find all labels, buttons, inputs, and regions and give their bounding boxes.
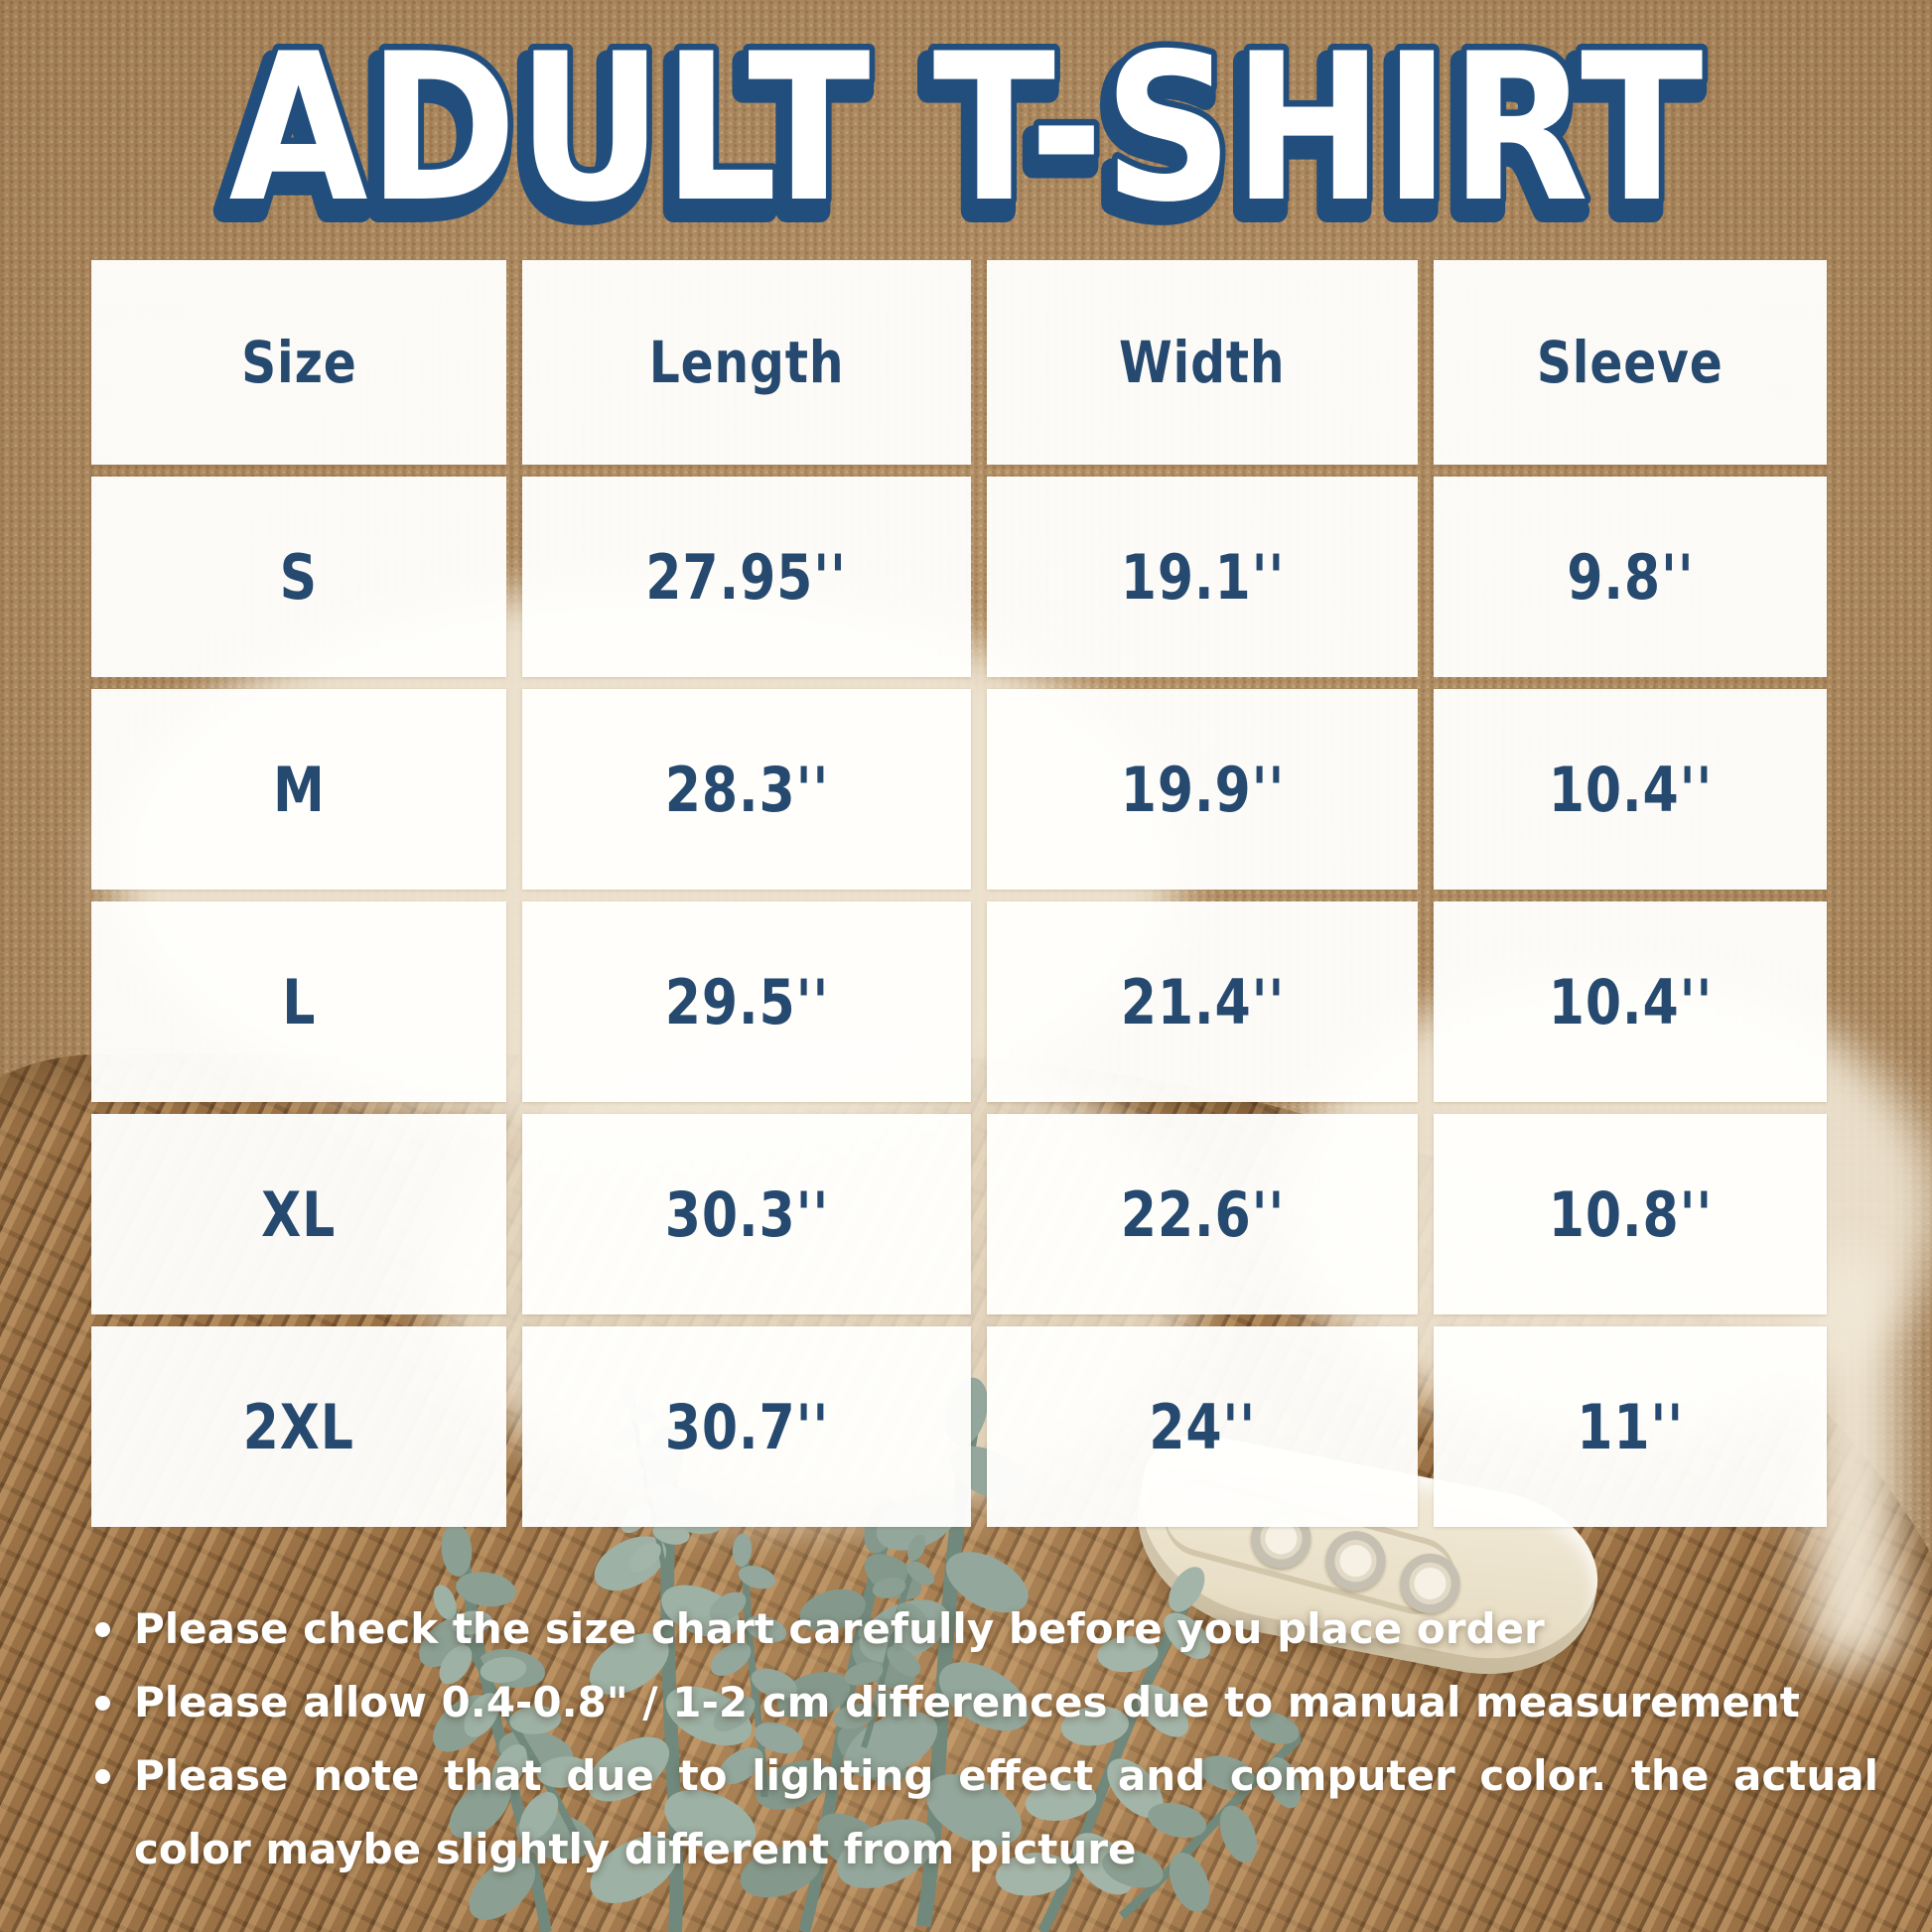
column-header-length: Length	[522, 260, 971, 465]
size-chart-table: Size Length Width Sleeve S 27.95'' 19.1'…	[91, 260, 1827, 1527]
cell-2xl-length: 30.7''	[522, 1326, 971, 1527]
note-item: Please note that due to lighting effect …	[95, 1739, 1878, 1886]
notes-list: Please check the size chart carefully be…	[95, 1592, 1878, 1886]
note-item: Please allow 0.4-0.8" / 1-2 cm differenc…	[95, 1666, 1878, 1739]
bullet-icon	[95, 1622, 110, 1637]
cell-xl-length: 30.3''	[522, 1114, 971, 1314]
cell-s-sleeve: 9.8''	[1434, 477, 1827, 677]
title-shadow-text: ADULT T-SHIRT	[223, 28, 1698, 241]
note-item: Please check the size chart carefully be…	[95, 1592, 1878, 1666]
cell-xl-size: XL	[91, 1114, 506, 1314]
title-text: ADULT T-SHIRT	[229, 28, 1704, 241]
bullet-icon	[95, 1696, 110, 1711]
poster-title: ADULT T-SHIRT ADULT T-SHIRT	[211, 28, 1711, 241]
cell-m-length: 28.3''	[522, 689, 971, 890]
cell-xl-sleeve: 10.8''	[1434, 1114, 1827, 1314]
cell-xl-width: 22.6''	[987, 1114, 1418, 1314]
cell-l-length: 29.5''	[522, 901, 971, 1102]
cell-m-width: 19.9''	[987, 689, 1418, 890]
cell-2xl-sleeve: 11''	[1434, 1326, 1827, 1527]
cell-2xl-width: 24''	[987, 1326, 1418, 1527]
cell-l-sleeve: 10.4''	[1434, 901, 1827, 1102]
column-header-sleeve: Sleeve	[1434, 260, 1827, 465]
cell-s-size: S	[91, 477, 506, 677]
cell-s-width: 19.1''	[987, 477, 1418, 677]
bullet-icon	[95, 1769, 110, 1784]
note-text: Please check the size chart carefully be…	[134, 1604, 1545, 1653]
cell-2xl-size: 2XL	[91, 1326, 506, 1527]
cell-m-size: M	[91, 689, 506, 890]
cell-l-size: L	[91, 901, 506, 1102]
column-header-width: Width	[987, 260, 1418, 465]
cell-l-width: 21.4''	[987, 901, 1418, 1102]
note-text: Please allow 0.4-0.8" / 1-2 cm differenc…	[134, 1678, 1800, 1726]
cell-s-length: 27.95''	[522, 477, 971, 677]
note-text: Please note that due to lighting effect …	[134, 1751, 1878, 1873]
column-header-size: Size	[91, 260, 506, 465]
cell-m-sleeve: 10.4''	[1434, 689, 1827, 890]
